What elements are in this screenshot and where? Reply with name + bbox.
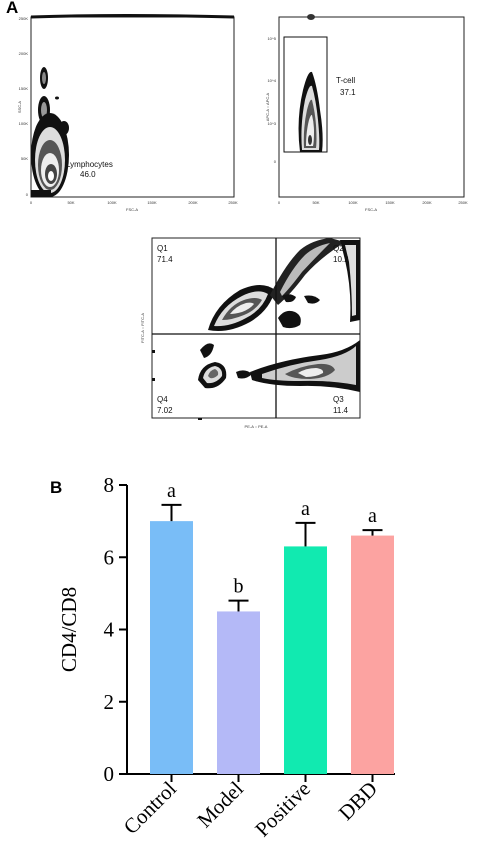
plot2-top-event	[307, 14, 315, 20]
plot2-ylabel: APC-A :: APC-A	[265, 92, 270, 121]
plot1-xtick: 150K	[147, 200, 157, 205]
plot1-ytick: 200K	[19, 51, 29, 56]
flow-plot-lymphocytes: 250K 200K 150K 100K 50K 0 0 50K 100K 150…	[17, 14, 238, 212]
plot1-xlabel: FSC-A	[126, 207, 138, 212]
plot2-ytick: 10^4	[267, 78, 276, 83]
bar-dbd	[351, 535, 394, 774]
quadrant-q1-name: Q1	[157, 244, 168, 253]
plot1-xtick: 200K	[188, 200, 198, 205]
significance-letter-dbd: a	[368, 505, 377, 527]
plot2-xtick: 250K	[458, 200, 468, 205]
plot2-ytick: 0	[274, 159, 277, 164]
quadrant-q1-value: 71.4	[157, 255, 173, 264]
bar-chart-ylabel: CD4/CD8	[57, 587, 81, 672]
plot3-xlabel: PE-A :: PE-A	[245, 424, 268, 429]
cd4-cd8-bar-chart: 0 2 4 6 8 Control Model Positive DBD a b a a CD4/CD…	[57, 473, 395, 842]
plot2-xtick: 200K	[422, 200, 432, 205]
bar-positive	[284, 546, 327, 774]
significance-letter-control: a	[167, 480, 176, 502]
plot1-saturation-band	[30, 14, 235, 19]
quadrant-q4-value: 7.02	[157, 406, 173, 415]
flow-cytometry-panels: 250K 200K 150K 100K 50K 0 0 50K 100K 150…	[17, 14, 468, 429]
plot1-x-ticks: 0 50K 100K 150K 200K 250K	[30, 200, 238, 205]
plot2-density-contours	[298, 71, 323, 152]
plot2-x-ticks: 0 50K 100K 150K 200K 250K	[278, 200, 468, 205]
plot2-xlabel: FSC-A	[365, 207, 377, 212]
plot1-xtick: 0	[30, 200, 33, 205]
plot3-frame	[151, 237, 361, 419]
plot1-ytick: 50K	[21, 156, 28, 161]
quadrant-q2-name: Q2	[333, 244, 344, 253]
plot1-ytick: 100K	[19, 121, 29, 126]
x-tick-label-model: Model	[192, 776, 248, 832]
gate-value-t-cell: 37.1	[340, 88, 356, 97]
plot2-ytick: 10^3	[267, 121, 276, 126]
plot2-y-ticks: 10^5 10^4 10^3 0	[267, 36, 276, 164]
y-tick-label: 6	[104, 545, 115, 569]
plot1-xtick: 100K	[107, 200, 117, 205]
plot2-xtick: 150K	[385, 200, 395, 205]
plot2-xtick: 0	[278, 200, 281, 205]
gate-name-t-cell: T-cell	[336, 76, 355, 85]
plot1-xtick: 50K	[67, 200, 74, 205]
panel-label-b: B	[50, 478, 63, 497]
gate-value-lymphocytes: 46.0	[80, 170, 96, 179]
quadrant-q3-name: Q3	[333, 395, 344, 404]
significance-letter-positive: a	[301, 498, 310, 520]
y-tick-label: 8	[104, 473, 115, 497]
plot1-density-contours	[31, 67, 69, 197]
plot3-ylabel: FITC-A :: FITC-A	[140, 313, 145, 343]
quadrant-q3-value: 11.4	[333, 406, 349, 415]
bar-control	[150, 521, 193, 774]
plot1-ytick: 150K	[19, 86, 29, 91]
bar-model	[217, 611, 260, 774]
plot1-ylabel: SSC-A	[17, 101, 22, 114]
quadrant-q2-value: 10.2	[333, 255, 349, 264]
flow-plot-t-cell: 10^5 10^4 10^3 0 0 50K 100K 150K 200K 25…	[265, 14, 468, 212]
x-tick-label-control: Control	[119, 776, 181, 838]
plot1-ytick: 250K	[19, 16, 29, 21]
plot2-ytick: 10^5	[267, 36, 276, 41]
gate-name-lymphocytes: Lymphocytes	[66, 160, 113, 169]
bar-chart-marks: a b a a	[150, 480, 394, 774]
y-tick-label: 0	[104, 762, 115, 786]
panel-label-a: A	[6, 0, 19, 17]
significance-letter-model: b	[234, 576, 244, 598]
plot3-density-contours	[152, 238, 360, 420]
x-tick-label-dbd: DBD	[334, 777, 382, 825]
plot1-y-ticks: 250K 200K 150K 100K 50K 0	[19, 16, 29, 197]
plot1-ytick: 0	[26, 192, 29, 197]
y-tick-label: 2	[104, 690, 115, 714]
x-tick-label-positive: Positive	[250, 777, 315, 842]
y-tick-label: 4	[104, 618, 115, 642]
plot1-xtick: 250K	[228, 200, 238, 205]
quadrant-q4-name: Q4	[157, 395, 168, 404]
plot2-xtick: 50K	[312, 200, 319, 205]
flow-plot-quadrants: PE-A :: PE-A FITC-A :: FITC-A Q1 71.4 Q2…	[140, 237, 361, 429]
plot2-xtick: 100K	[348, 200, 358, 205]
